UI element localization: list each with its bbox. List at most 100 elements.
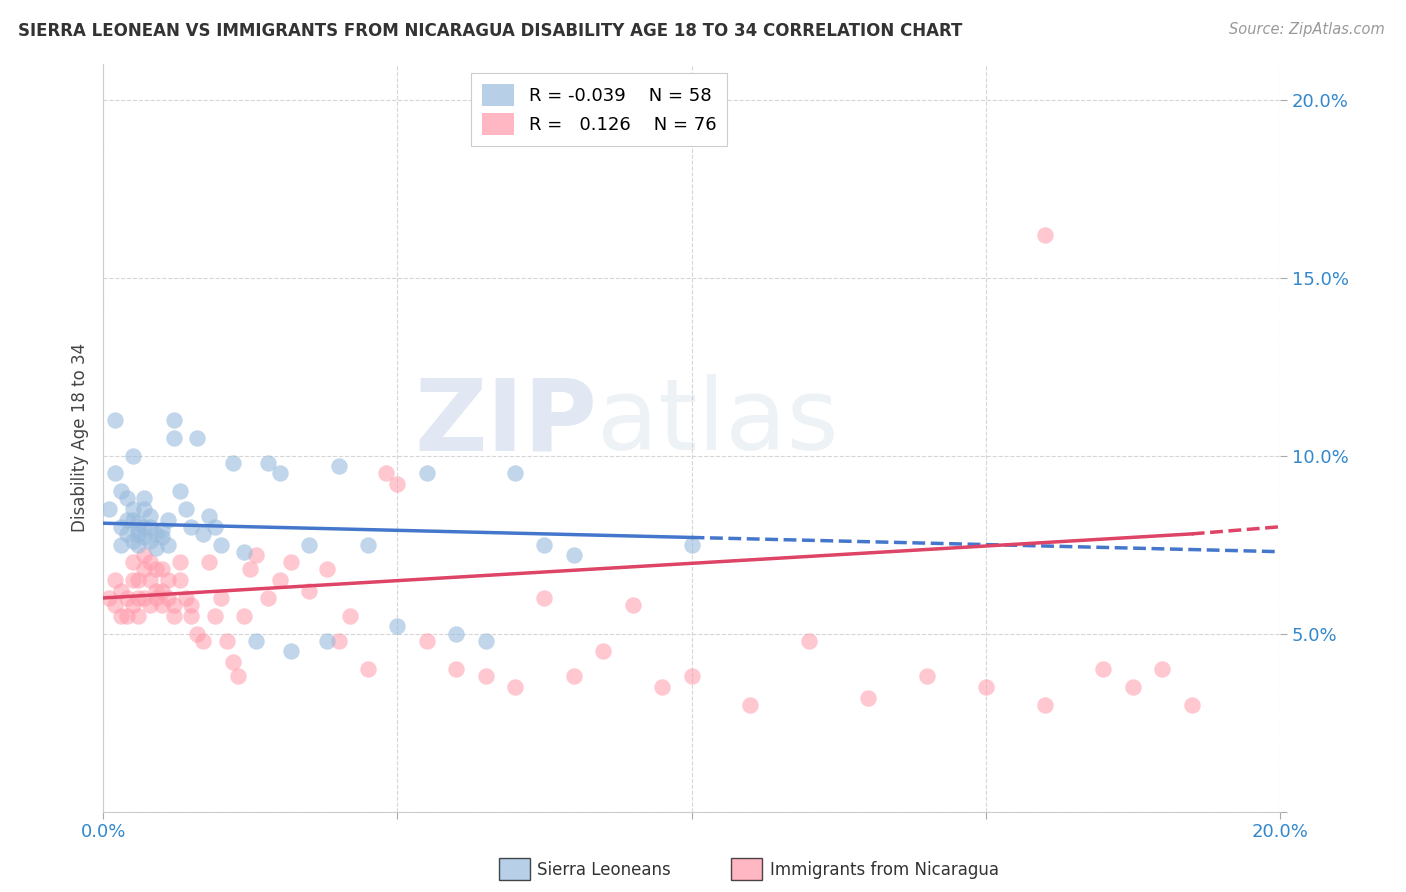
Y-axis label: Disability Age 18 to 34: Disability Age 18 to 34 (72, 343, 89, 533)
Point (209, 591, 232, 605)
Point (257, 456, 280, 470)
Point (110, 538, 132, 552)
Point (121, 555, 143, 569)
Point (740, 698, 762, 712)
Point (233, 544, 256, 558)
Point (280, 644, 302, 658)
Point (156, 573, 179, 587)
Point (121, 534, 143, 549)
Point (174, 591, 197, 605)
Point (145, 562, 167, 576)
Point (163, 431, 186, 445)
Point (856, 690, 879, 705)
Point (474, 633, 496, 648)
Point (121, 573, 143, 587)
Point (186, 626, 208, 640)
Point (180, 598, 202, 612)
Point (150, 524, 173, 538)
Point (169, 573, 191, 587)
Point (387, 619, 409, 633)
Point (233, 608, 256, 623)
Point (1033, 698, 1056, 712)
Point (444, 626, 467, 640)
Text: Sierra Leoneans: Sierra Leoneans (537, 861, 671, 879)
Point (562, 548, 585, 562)
Point (681, 669, 703, 683)
Point (328, 459, 350, 474)
Point (339, 608, 361, 623)
Point (533, 538, 555, 552)
Point (110, 484, 132, 499)
Point (127, 527, 149, 541)
Point (121, 513, 143, 527)
Point (134, 562, 156, 576)
Point (139, 534, 162, 549)
Point (121, 502, 143, 516)
Point (1033, 227, 1056, 242)
Point (150, 583, 173, 598)
Point (110, 583, 132, 598)
Point (621, 598, 644, 612)
Point (150, 531, 173, 545)
Point (127, 608, 149, 623)
Point (127, 573, 149, 587)
Point (503, 467, 526, 481)
Point (1152, 662, 1174, 676)
Text: Immigrants from Nicaragua: Immigrants from Nicaragua (770, 861, 1000, 879)
Point (974, 680, 997, 694)
Point (115, 491, 138, 506)
Point (198, 555, 221, 569)
Point (98, 502, 121, 516)
Point (115, 591, 138, 605)
Point (145, 541, 167, 555)
Point (145, 591, 167, 605)
Point (215, 633, 238, 648)
Point (245, 633, 267, 648)
Text: SIERRA LEONEAN VS IMMIGRANTS FROM NICARAGUA DISABILITY AGE 18 TO 34 CORRELATION : SIERRA LEONEAN VS IMMIGRANTS FROM NICARA… (18, 22, 963, 40)
Point (150, 598, 173, 612)
Point (474, 669, 496, 683)
Point (681, 538, 703, 552)
Point (1122, 680, 1144, 694)
Point (134, 520, 156, 534)
Point (145, 583, 167, 598)
Point (169, 484, 191, 499)
Point (191, 633, 214, 648)
Point (115, 527, 138, 541)
Point (186, 431, 208, 445)
Point (328, 633, 350, 648)
Point (139, 509, 162, 524)
Point (139, 555, 162, 569)
Point (156, 538, 179, 552)
Point (134, 591, 156, 605)
Point (104, 573, 127, 587)
Point (198, 509, 221, 524)
Point (503, 680, 526, 694)
Point (121, 449, 143, 463)
Point (357, 538, 380, 552)
Point (169, 555, 191, 569)
Point (387, 477, 409, 491)
Point (374, 467, 396, 481)
Point (104, 467, 127, 481)
Point (127, 591, 149, 605)
Point (127, 516, 149, 531)
Point (180, 520, 202, 534)
Point (315, 633, 337, 648)
Point (221, 456, 243, 470)
Point (191, 527, 214, 541)
Point (134, 502, 156, 516)
Point (134, 491, 156, 506)
Point (280, 555, 302, 569)
Point (127, 524, 149, 538)
Point (139, 573, 162, 587)
Point (204, 520, 226, 534)
Point (115, 608, 138, 623)
Point (228, 669, 250, 683)
Point (1181, 698, 1204, 712)
Point (110, 520, 132, 534)
Legend: R = -0.039    N = 58, R =   0.126    N = 76: R = -0.039 N = 58, R = 0.126 N = 76 (471, 73, 727, 146)
Point (562, 669, 585, 683)
Text: Source: ZipAtlas.com: Source: ZipAtlas.com (1229, 22, 1385, 37)
Point (156, 591, 179, 605)
